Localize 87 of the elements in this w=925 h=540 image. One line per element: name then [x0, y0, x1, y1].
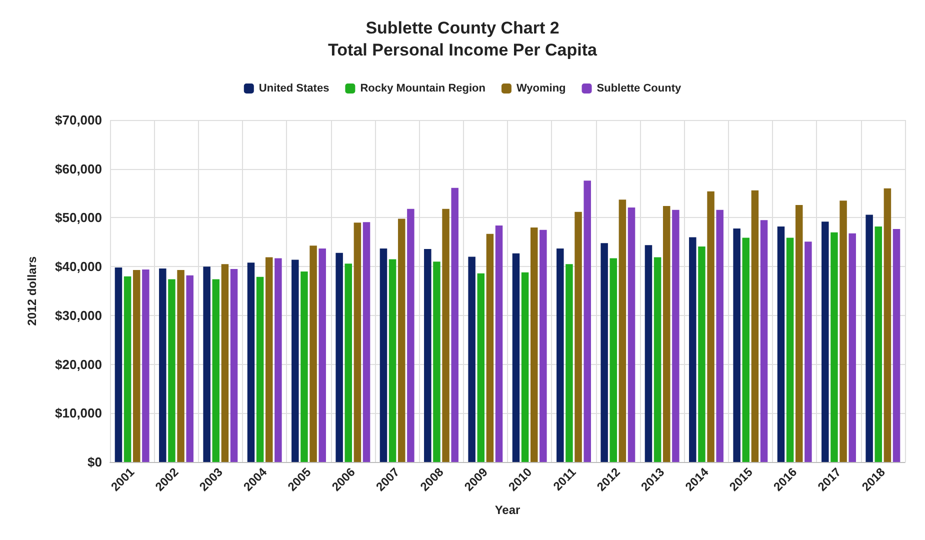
bar [618, 200, 626, 462]
bar [574, 212, 582, 462]
bar [114, 268, 122, 462]
bar [822, 222, 829, 462]
bar [804, 242, 812, 462]
bar [716, 210, 724, 462]
bar [486, 234, 494, 462]
bar [300, 271, 308, 462]
y-tick-label: $40,000 [55, 259, 102, 274]
legend-label: Wyoming [516, 82, 566, 94]
bar [786, 238, 794, 462]
bar [840, 200, 847, 462]
bar [689, 237, 696, 462]
y-tick-label: $10,000 [55, 406, 102, 421]
bar [221, 264, 229, 462]
bar [742, 238, 750, 462]
bar [556, 248, 564, 462]
bar [388, 259, 396, 462]
bar [407, 208, 414, 462]
bar [256, 276, 264, 462]
y-tick-label: $70,000 [55, 112, 102, 128]
bar [795, 205, 803, 462]
legend-label: United States [258, 82, 330, 94]
bar [610, 258, 618, 462]
bar [362, 222, 370, 462]
bar [566, 264, 573, 462]
bar [177, 270, 184, 462]
bar [892, 228, 900, 462]
bar [654, 257, 662, 462]
bar [698, 246, 706, 462]
bar [265, 257, 273, 462]
bar [477, 273, 485, 462]
bar [424, 248, 432, 462]
legend-label: Rocky Mountain Region [360, 82, 486, 94]
bar [662, 206, 670, 462]
bar [521, 272, 529, 462]
bar [830, 232, 838, 462]
bar [540, 230, 547, 462]
bar [451, 188, 458, 462]
bar [600, 243, 608, 462]
bar [336, 252, 343, 462]
bar [186, 275, 194, 462]
bar [512, 253, 520, 462]
bar [760, 220, 768, 462]
bar [398, 218, 406, 462]
bar [142, 270, 150, 462]
bar [644, 245, 652, 462]
chart-title: Sublette County Chart 2 Total Personal Income Per Capita [328, 18, 598, 60]
bar [884, 188, 892, 462]
bar [310, 246, 317, 462]
legend-label: Sublette County [596, 82, 682, 94]
bar [848, 233, 856, 462]
bar [318, 248, 326, 462]
bar [354, 222, 362, 462]
bar [159, 268, 166, 462]
bar [468, 256, 476, 462]
bar [247, 262, 255, 462]
bar [530, 227, 538, 462]
y-axis-title: 2012 dollars [25, 256, 39, 326]
bar [777, 226, 785, 462]
bar [292, 260, 299, 462]
bar [132, 270, 140, 462]
bar [733, 228, 740, 462]
bar [866, 214, 873, 462]
bar [168, 279, 176, 462]
bar [874, 226, 882, 462]
bar [672, 210, 680, 462]
bar [433, 262, 440, 462]
y-tick-label: $0 [88, 454, 102, 470]
y-tick-label: $50,000 [55, 210, 102, 226]
x-axis-title: Year [494, 503, 521, 517]
bar [584, 180, 591, 462]
y-tick-label: $60,000 [55, 161, 102, 176]
bar [124, 276, 132, 462]
bar [442, 208, 450, 462]
bar [203, 266, 210, 462]
bar [628, 207, 636, 462]
bar [230, 269, 238, 462]
bar [380, 248, 388, 462]
y-tick-label: $30,000 [55, 308, 102, 323]
bar [707, 191, 714, 462]
bar [274, 258, 282, 462]
bar [344, 264, 352, 462]
bar [212, 279, 220, 462]
bar [751, 190, 759, 462]
y-tick-label: $20,000 [55, 356, 102, 372]
bar [495, 226, 503, 462]
